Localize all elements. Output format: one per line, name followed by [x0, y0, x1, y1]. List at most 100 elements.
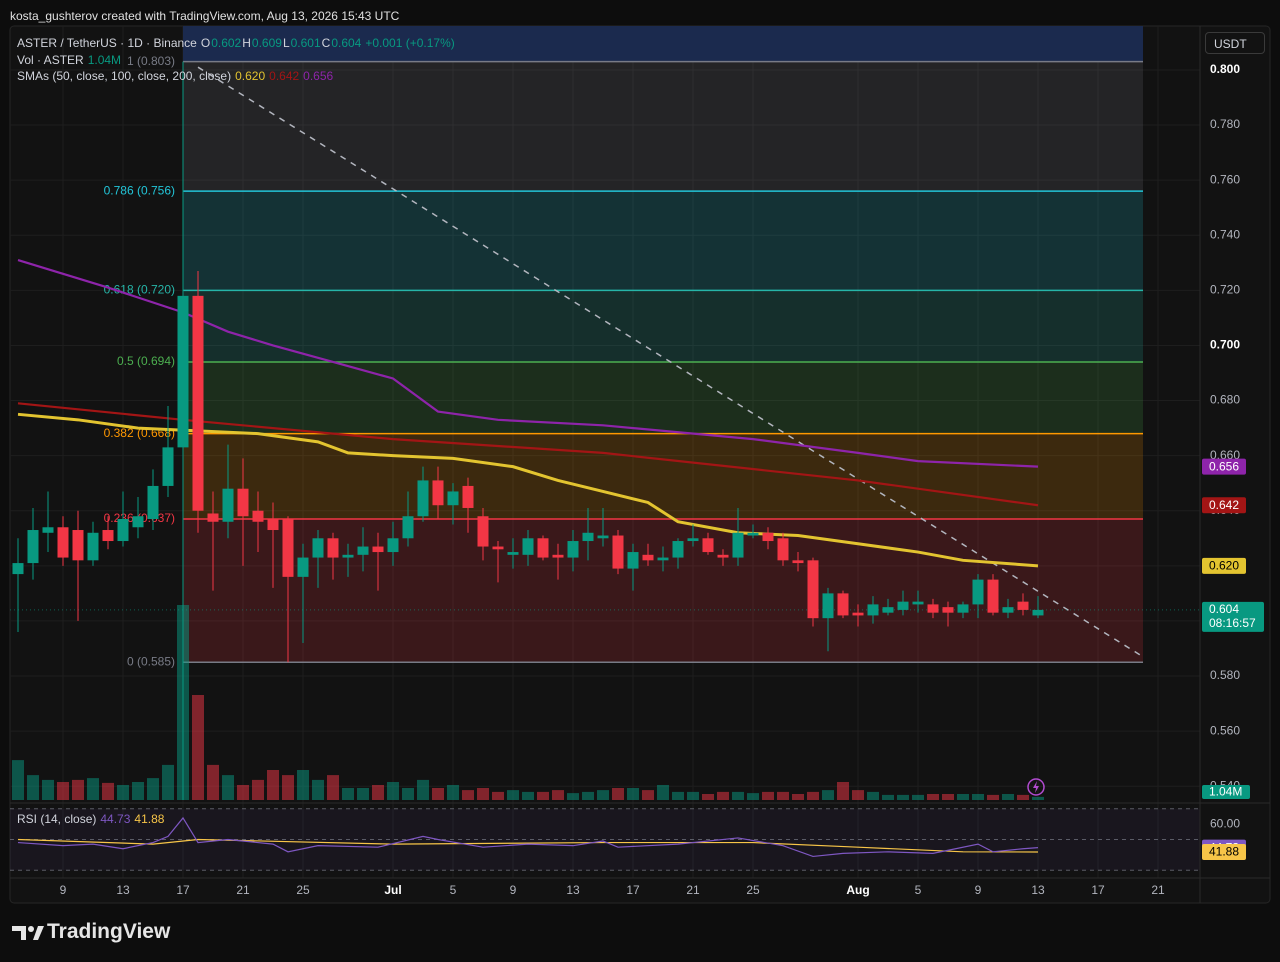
candle-body [357, 546, 369, 555]
candle-body [132, 516, 144, 528]
candle-body [642, 554, 654, 561]
symbol-legend: ASTER / TetherUS · 1D · Binance O 0.602 H 0… [17, 36, 455, 50]
sma-legend: SMAs (50, close, 100, close, 200, close)… [17, 69, 333, 83]
volume-bar [27, 775, 39, 800]
volume-bar [417, 779, 429, 800]
x-tick-label: Aug [846, 883, 869, 897]
candle-body [327, 538, 339, 558]
candle-body [432, 480, 444, 506]
fib-band [183, 433, 1143, 519]
volume-bar [537, 791, 549, 800]
volume-bar [12, 760, 24, 800]
candle-body [912, 601, 924, 605]
candle-body [717, 554, 729, 558]
rsi-value: 44.73 [100, 812, 131, 826]
candle-body [987, 579, 999, 613]
candle-body [342, 554, 354, 558]
candle-body [12, 563, 24, 575]
candle-body [477, 516, 489, 547]
last-price-label: 0.604 [1209, 602, 1239, 616]
moving-averages [17, 258, 1039, 568]
trendline [197, 66, 1144, 658]
x-tick-label: 21 [1151, 883, 1165, 897]
y-tick-label: 0.560 [1210, 723, 1240, 737]
candle-body [807, 560, 819, 619]
candle-body [657, 557, 669, 561]
candle-body [702, 538, 714, 553]
candle-body [192, 295, 204, 511]
volume-bar [192, 695, 204, 800]
volume-bar [387, 782, 399, 800]
fib-upper-band [183, 26, 1143, 62]
candle-body [207, 513, 219, 522]
price-badge-label: 0.656 [1209, 459, 1239, 473]
candle-body [942, 607, 954, 613]
candle-body [537, 538, 549, 558]
brand-name: TradingView [47, 920, 171, 943]
ohlc-key: L [282, 36, 290, 50]
x-tick-label: 17 [1091, 883, 1105, 897]
volume-bar [102, 782, 114, 800]
volume-bar [732, 791, 744, 800]
candle-body [522, 538, 534, 555]
volume-bar [342, 788, 354, 800]
candle-body [777, 538, 789, 561]
candle-body [462, 485, 474, 508]
candle-body [117, 518, 129, 542]
fib-band [183, 290, 1143, 362]
fib-label: 0.786 (0.756) [104, 183, 175, 197]
volume-bar [87, 778, 99, 800]
candle-body [387, 538, 399, 553]
candle-body [72, 530, 84, 561]
volume-bar [747, 793, 759, 800]
fib-retracement: 1 (0.803)0.786 (0.756)0.618 (0.720)0.5 (… [104, 26, 1144, 800]
candle-body [27, 530, 39, 564]
volume-bar [882, 794, 894, 800]
volume-bar [162, 764, 174, 800]
volume-bar [837, 782, 849, 800]
x-tick-label: 21 [236, 883, 250, 897]
candle-body [627, 552, 639, 569]
y-tick-label: 0.780 [1210, 117, 1240, 131]
volume-badge-label: 1.04M [1209, 785, 1242, 799]
ohlc-value: 0.601 [290, 36, 321, 50]
candle-body [87, 532, 99, 561]
x-tick-label: 21 [686, 883, 700, 897]
candle-body [567, 541, 579, 558]
volume-bar [207, 764, 219, 800]
volume-bar [987, 794, 999, 800]
volume-bar [657, 785, 669, 800]
x-tick-label: 25 [296, 883, 310, 897]
candle-body [42, 527, 54, 533]
candle-body [612, 535, 624, 569]
rsi-ma-value: 41.88 [134, 812, 165, 826]
fib-band [183, 518, 1143, 663]
volume-bar [42, 779, 54, 800]
symbol-title: ASTER / TetherUS · 1D · Binance [17, 36, 197, 50]
volume-bar [357, 788, 369, 800]
price-badge-label: 0.642 [1209, 498, 1239, 512]
price-badge-label: 41.88 [1209, 845, 1239, 859]
volume-bar [687, 791, 699, 800]
candle-body [162, 447, 174, 486]
alert-icon[interactable] [1027, 778, 1045, 796]
x-tick-label: 17 [626, 883, 640, 897]
candle-body [492, 546, 504, 550]
price-change: +0.001 (+0.17%) [365, 36, 455, 50]
volume-bar [612, 788, 624, 800]
candles [10, 271, 1200, 663]
x-tick-label: 9 [510, 883, 517, 897]
candle-body [792, 560, 804, 564]
volume-title: Vol · ASTER [17, 53, 84, 67]
price-badge [1202, 844, 1246, 861]
candle-body [147, 485, 159, 519]
brand-logo [12, 926, 44, 940]
volume-bar [1017, 794, 1029, 800]
candle-body [507, 552, 519, 555]
y-tick-label: 0.680 [1210, 393, 1240, 407]
candle-body [57, 527, 69, 558]
x-tick-label: 13 [1031, 883, 1045, 897]
volume-bar [252, 779, 264, 800]
currency-button[interactable]: USDT [1205, 32, 1265, 54]
